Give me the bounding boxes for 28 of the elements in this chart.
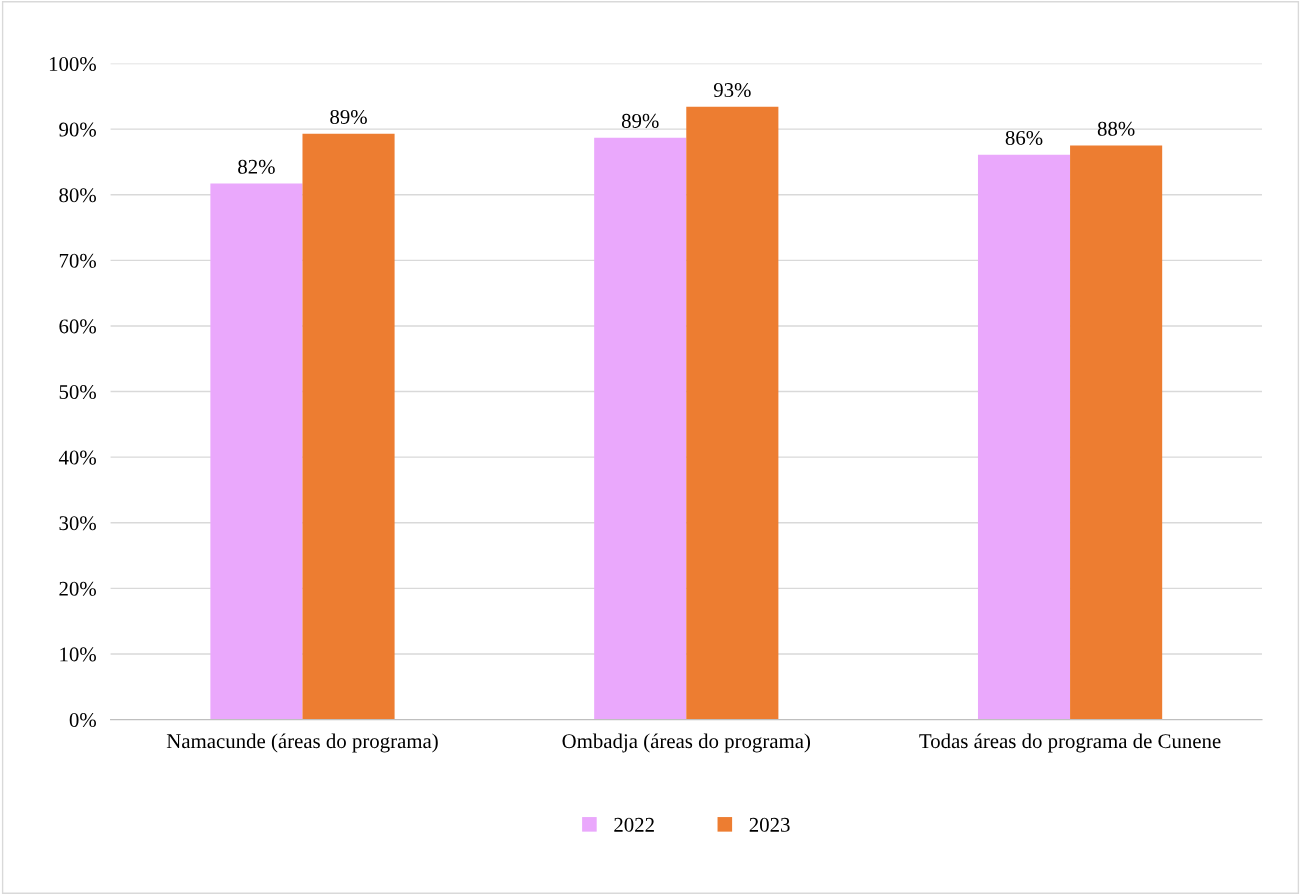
y-tick-label: 40% bbox=[58, 450, 96, 465]
x-tick-label: Ombadja (áreas do programa) bbox=[562, 733, 811, 753]
data-label: 89% bbox=[330, 109, 367, 125]
bar bbox=[686, 106, 779, 720]
y-tick-label: 70% bbox=[59, 253, 96, 268]
y-tick-label: 0% bbox=[69, 712, 96, 728]
y-tick-label: 100% bbox=[49, 56, 96, 72]
bar bbox=[594, 137, 687, 720]
data-label: 88% bbox=[1097, 121, 1135, 136]
data-label: 86% bbox=[1005, 130, 1043, 146]
data-label: 82% bbox=[238, 159, 275, 174]
y-tick-label: 80% bbox=[59, 188, 96, 203]
x-tick-label: Todas áreas do programa de Cunene bbox=[919, 733, 1221, 753]
y-tick-label: 50% bbox=[59, 384, 96, 400]
y-tick-label: 10% bbox=[60, 647, 96, 662]
bar bbox=[977, 154, 1071, 720]
x-tick-label: Namacunde (áreas do programa) bbox=[166, 733, 438, 753]
y-tick-label: 90% bbox=[59, 122, 96, 137]
data-label: 89% bbox=[621, 113, 659, 128]
bar bbox=[210, 183, 303, 720]
legend-label: 2023 bbox=[749, 817, 790, 832]
data-label: 93% bbox=[713, 83, 751, 98]
bar bbox=[302, 133, 395, 720]
legend-label: 2022 bbox=[614, 817, 654, 832]
y-tick-label: 60% bbox=[59, 319, 96, 334]
y-tick-label: 20% bbox=[59, 581, 96, 596]
y-tick-label: 30% bbox=[59, 516, 96, 531]
bar bbox=[1070, 145, 1163, 720]
